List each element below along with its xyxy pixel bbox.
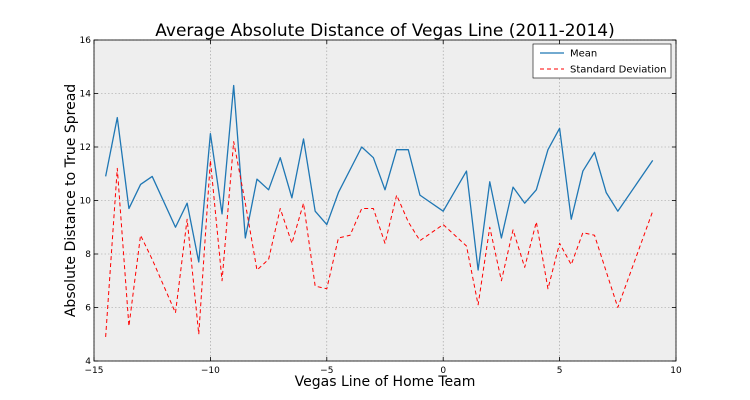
axis-ticks: −15 −10 −5 0 5 10 4 6 8 10 12 14 16 xyxy=(80,36,682,376)
series-line-standard-deviation xyxy=(105,141,654,337)
y-tick-label: 4 xyxy=(85,357,91,367)
x-tick-label: 0 xyxy=(440,366,446,376)
x-tick-label: −10 xyxy=(201,366,220,376)
y-tick-label: 12 xyxy=(80,143,91,153)
x-axis-label: Vegas Line of Home Team xyxy=(295,374,476,390)
x-tick-label: −15 xyxy=(85,366,104,376)
legend: Mean Standard Deviation xyxy=(532,43,672,79)
y-tick-label: 16 xyxy=(80,36,92,46)
chart-title: Average Absolute Distance of Vegas Line … xyxy=(155,21,614,41)
y-tick-label: 6 xyxy=(85,304,91,314)
series-line-mean xyxy=(105,84,654,271)
series-layer xyxy=(105,84,654,337)
y-tick-label: 10 xyxy=(80,197,92,207)
x-tick-label: 10 xyxy=(670,366,682,376)
x-tick-label: 5 xyxy=(557,366,563,376)
legend-label-mean: Mean xyxy=(570,49,597,60)
legend-label-standard-deviation: Standard Deviation xyxy=(570,65,667,76)
y-tick-label: 8 xyxy=(85,250,91,260)
y-axis-label: Absolute Distance to True Spread xyxy=(63,84,79,317)
y-tick-label: 14 xyxy=(80,90,92,100)
legend-box xyxy=(532,43,672,79)
x-tick-label: −5 xyxy=(320,366,333,376)
